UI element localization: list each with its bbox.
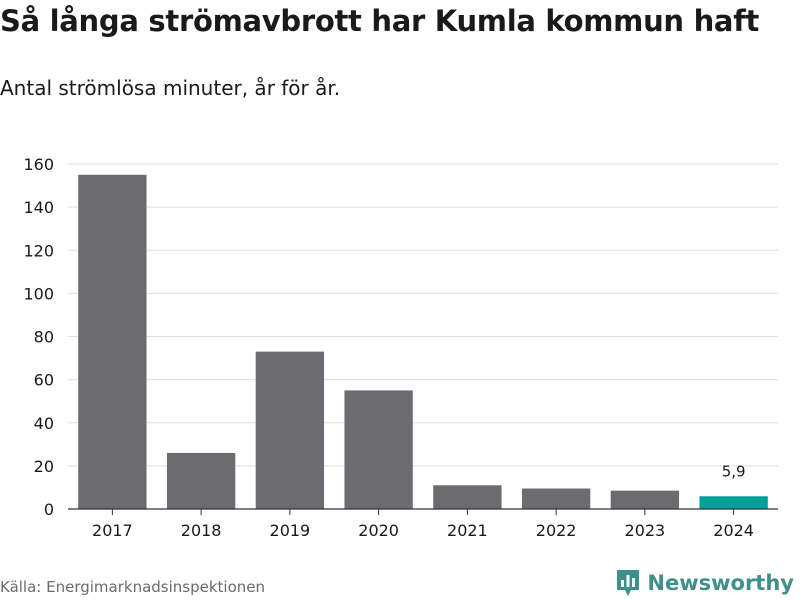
x-tick-label: 2019 bbox=[270, 521, 311, 540]
chart-subtitle: Antal strömlösa minuter, år för år. bbox=[0, 76, 341, 100]
bar-2017 bbox=[78, 174, 147, 509]
x-tick-label: 2018 bbox=[181, 521, 222, 540]
x-tick-label: 2020 bbox=[358, 521, 399, 540]
y-tick-label: 80 bbox=[34, 328, 54, 347]
x-tick-label: 2022 bbox=[536, 521, 577, 540]
x-tick-label: 2021 bbox=[447, 521, 488, 540]
source-note: Källa: Energimarknadsinspektionen bbox=[0, 578, 266, 596]
chart-title: Så långa strömavbrott har Kumla kommun h… bbox=[0, 4, 760, 38]
bar-2022 bbox=[521, 488, 591, 509]
y-tick-label: 60 bbox=[34, 371, 54, 390]
bar-2019 bbox=[255, 351, 325, 509]
y-tick-label: 40 bbox=[34, 414, 54, 433]
y-tick-label: 0 bbox=[44, 500, 54, 519]
x-tick-label: 2024 bbox=[713, 521, 754, 540]
bar-2021 bbox=[433, 485, 502, 509]
data-label: 5,9 bbox=[722, 462, 746, 480]
newsworthy-logo-icon bbox=[617, 570, 640, 596]
brand-logo[interactable]: Newsworthy bbox=[615, 568, 794, 598]
y-tick-label: 20 bbox=[34, 457, 54, 476]
y-tick-label: 160 bbox=[23, 155, 54, 174]
brand-name: Newsworthy bbox=[647, 571, 794, 595]
bar-2018 bbox=[166, 452, 236, 509]
y-tick-label: 140 bbox=[23, 198, 54, 217]
x-tick-label: 2017 bbox=[92, 521, 133, 540]
bar-2020 bbox=[344, 390, 413, 509]
bar-2023 bbox=[610, 490, 680, 509]
y-tick-label: 100 bbox=[23, 284, 54, 303]
bar-2024 bbox=[699, 496, 768, 509]
x-tick-label: 2023 bbox=[625, 521, 666, 540]
y-tick-label: 120 bbox=[23, 241, 54, 260]
